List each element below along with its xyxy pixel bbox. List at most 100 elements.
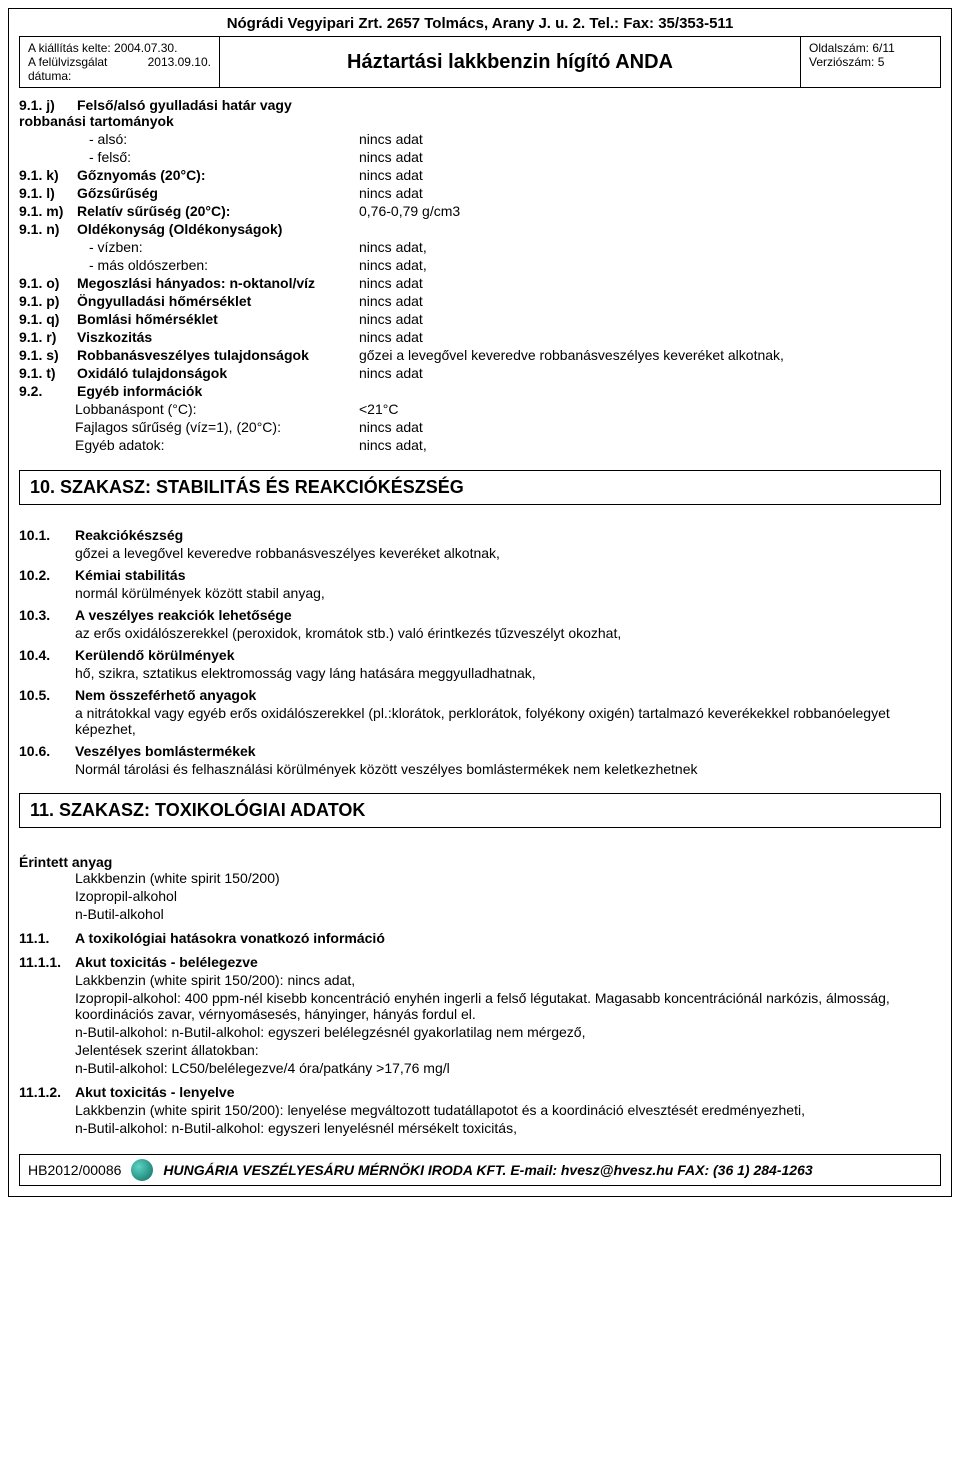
property-row: 9.1. m)Relatív sűrűség (20°C):0,76-0,79 … — [19, 202, 941, 220]
property-value: 0,76-0,79 g/cm3 — [359, 203, 941, 219]
property-name: Egyéb információk — [77, 383, 202, 399]
property-value — [359, 221, 941, 237]
sub-num: 10.5. — [19, 687, 75, 703]
property-num: 9.2. — [19, 383, 77, 399]
property-row: Lobbanáspont (°C):<21°C — [19, 400, 941, 418]
property-label: 9.1. k)Gőznyomás (20°C): — [19, 167, 359, 183]
property-label: 9.1. n)Oldékonyság (Oldékonyságok) — [19, 221, 359, 237]
header-left: A kiállítás kelte: 2004.07.30. A felülvi… — [20, 37, 220, 87]
subsection-head: 10.2.Kémiai stabilitás — [19, 561, 941, 585]
sub-num: 10.1. — [19, 527, 75, 543]
sub-title: A veszélyes reakciók lehetősége — [75, 607, 292, 623]
sub-body: normál körülmények között stabil anyag, — [19, 585, 941, 601]
globe-icon — [131, 1159, 153, 1181]
property-label: Lobbanáspont (°C): — [19, 401, 359, 417]
property-name: Oldékonyság (Oldékonyságok) — [77, 221, 282, 237]
property-value: nincs adat, — [359, 239, 941, 255]
property-label: - felső: — [19, 149, 359, 165]
property-value: <21°C — [359, 401, 941, 417]
footer-text: HUNGÁRIA VESZÉLYESÁRU MÉRNÖKI IRODA KFT.… — [163, 1162, 812, 1178]
doc-title: Háztartási lakkbenzin hígító ANDA — [220, 37, 800, 87]
sub-num: 10.6. — [19, 743, 75, 759]
property-label: 9.1. l)Gőzsűrűség — [19, 185, 359, 201]
property-row: 9.2.Egyéb információk — [19, 382, 941, 400]
property-label: 9.1. p)Öngyulladási hőmérséklet — [19, 293, 359, 309]
tox-line: Jelentések szerint állatokban: — [75, 1042, 941, 1058]
sub-num: 10.2. — [19, 567, 75, 583]
property-row: - felső:nincs adat — [19, 148, 941, 166]
footer-code: HB2012/00086 — [28, 1162, 121, 1178]
property-label: 9.1. o)Megoszlási hányados: n-oktanol/ví… — [19, 275, 359, 291]
sub-body: hő, szikra, sztatikus elektromosság vagy… — [19, 665, 941, 681]
property-name: Bomlási hőmérséklet — [77, 311, 218, 327]
sub-title: Reakciókészség — [75, 527, 183, 543]
property-num: 9.1. j) — [19, 97, 77, 113]
substance-item: n-Butil-alkohol — [75, 906, 941, 922]
sub-body: Normál tárolási és felhasználási körülmé… — [19, 761, 941, 777]
property-name: Oxidáló tulajdonságok — [77, 365, 227, 381]
property-num: 9.1. n) — [19, 221, 77, 237]
property-label: 9.1. r)Viszkozitás — [19, 329, 359, 345]
page-number: Oldalszám: 6/11 — [809, 41, 932, 55]
tox-line: n-Butil-alkohol: LC50/belélegezve/4 óra/… — [75, 1060, 941, 1076]
subsection-head: 10.1.Reakciókészség — [19, 521, 941, 545]
sub-num: 10.3. — [19, 607, 75, 623]
footer: HB2012/00086 HUNGÁRIA VESZÉLYESÁRU MÉRNÖ… — [19, 1154, 941, 1186]
issue-date: A kiállítás kelte: 2004.07.30. — [28, 41, 211, 55]
subsection-head: 10.4.Kerülendő körülmények — [19, 641, 941, 665]
tox-line: Lakkbenzin (white spirit 150/200): lenye… — [75, 1102, 941, 1118]
property-row: 9.1. r)Viszkozitásnincs adat — [19, 328, 941, 346]
property-row: - alsó:nincs adat — [19, 130, 941, 148]
affected-substance-list: Lakkbenzin (white spirit 150/200)Izoprop… — [19, 870, 941, 922]
property-row: 9.1. n)Oldékonyság (Oldékonyságok) — [19, 220, 941, 238]
review-date: 2013.09.10. — [148, 55, 211, 69]
sub-num: 10.4. — [19, 647, 75, 663]
property-label: - vízben: — [19, 239, 359, 255]
property-name: Viszkozitás — [77, 329, 152, 345]
property-row: - más oldószerben:nincs adat, — [19, 256, 941, 274]
subsection-head: 10.5.Nem összeférhető anyagok — [19, 681, 941, 705]
property-label: - alsó: — [19, 131, 359, 147]
header-right: Oldalszám: 6/11 Verziószám: 5 — [800, 37, 940, 87]
review-label: A felülvizsgálat — [28, 55, 107, 69]
sub-body: gőzei a levegővel keveredve robbanásvesz… — [19, 545, 941, 561]
property-value: nincs adat — [359, 185, 941, 201]
property-row: 9.1. l)Gőzsűrűségnincs adat — [19, 184, 941, 202]
property-num: 9.1. s) — [19, 347, 77, 363]
tox-line: n-Butil-alkohol: n-Butil-alkohol: egysze… — [75, 1120, 941, 1136]
tox-line: n-Butil-alkohol: n-Butil-alkohol: egysze… — [75, 1024, 941, 1040]
sub-title: Akut toxicitás - belélegezve — [75, 954, 258, 970]
property-name: Gőzsűrűség — [77, 185, 158, 201]
version-number: Verziószám: 5 — [809, 55, 932, 69]
subsection-head: 10.3.A veszélyes reakciók lehetősége — [19, 601, 941, 625]
property-label: Fajlagos sűrűség (víz=1), (20°C): — [19, 419, 359, 435]
property-value: nincs adat — [359, 149, 941, 165]
property-value: nincs adat — [359, 365, 941, 381]
property-num: 9.1. m) — [19, 203, 77, 219]
property-num: 9.1. l) — [19, 185, 77, 201]
property-label: 9.1. m)Relatív sűrűség (20°C): — [19, 203, 359, 219]
tox-line: Izopropil-alkohol: 400 ppm-nél kisebb ko… — [75, 990, 941, 1022]
property-row: 9.1. q)Bomlási hőmérsékletnincs adat — [19, 310, 941, 328]
sub-title: Nem összeférhető anyagok — [75, 687, 256, 703]
property-label: 9.1. j)Felső/alsó gyulladási határ vagy … — [19, 97, 359, 129]
property-label: 9.1. q)Bomlási hőmérséklet — [19, 311, 359, 327]
substance-item: Lakkbenzin (white spirit 150/200) — [75, 870, 941, 886]
property-name: Robbanásveszélyes tulajdonságok — [77, 347, 309, 363]
sub-title: Akut toxicitás - lenyelve — [75, 1084, 235, 1100]
company-header: Nógrádi Vegyipari Zrt. 2657 Tolmács, Ara… — [19, 15, 941, 36]
property-row: 9.1. k)Gőznyomás (20°C):nincs adat — [19, 166, 941, 184]
property-value: nincs adat — [359, 167, 941, 183]
property-name: Öngyulladási hőmérséklet — [77, 293, 251, 309]
property-value: nincs adat — [359, 131, 941, 147]
affected-substance-head: Érintett anyag — [19, 844, 941, 870]
property-row: - vízben:nincs adat, — [19, 238, 941, 256]
property-num: 9.1. p) — [19, 293, 77, 309]
property-row: 9.1. p)Öngyulladási hőmérsékletnincs ada… — [19, 292, 941, 310]
property-row: Egyéb adatok:nincs adat, — [19, 436, 941, 454]
sub-body: a nitrátokkal vagy egyéb erős oxidálósze… — [19, 705, 941, 737]
sub-title: Veszélyes bomlástermékek — [75, 743, 256, 759]
property-row: 9.1. o)Megoszlási hányados: n-oktanol/ví… — [19, 274, 941, 292]
sub-11-1-2: 11.1.2.Akut toxicitás - lenyelve — [19, 1078, 941, 1102]
sub-11-1-1-body: Lakkbenzin (white spirit 150/200): nincs… — [19, 972, 941, 1076]
